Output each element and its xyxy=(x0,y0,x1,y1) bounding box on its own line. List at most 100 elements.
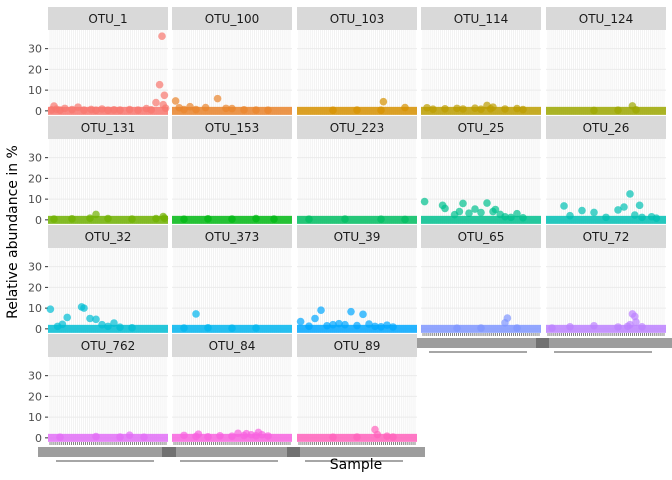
facet-otu-153: OTU_153 xyxy=(172,116,292,224)
data-point xyxy=(335,319,343,328)
data-point xyxy=(228,324,236,333)
panel-background xyxy=(546,139,666,224)
facet-otu-72: OTU_72 xyxy=(536,225,672,353)
data-point xyxy=(264,432,272,440)
data-point xyxy=(465,209,473,218)
facet-otu-84: OTU_84 xyxy=(162,334,300,462)
data-point xyxy=(104,322,112,331)
data-point xyxy=(61,104,69,113)
facet-otu-100: OTU_100 xyxy=(171,7,292,115)
facet-strip xyxy=(172,7,292,30)
data-point xyxy=(590,321,598,330)
data-point xyxy=(213,94,222,103)
facet-strip xyxy=(546,7,666,30)
x-tick-labels-overlapping xyxy=(287,447,425,457)
data-point xyxy=(155,80,164,89)
data-point xyxy=(513,209,521,218)
data-point xyxy=(234,429,242,438)
data-point xyxy=(560,202,568,210)
data-point xyxy=(614,323,622,331)
data-point xyxy=(620,203,628,211)
data-point xyxy=(264,106,272,115)
data-point xyxy=(614,206,622,214)
x-tick-labels-overlapping xyxy=(38,447,176,457)
y-axis-title: Relative abundance in % xyxy=(5,145,21,319)
data-point xyxy=(578,206,586,215)
data-point xyxy=(158,32,166,41)
facet-strip xyxy=(172,334,292,357)
data-point xyxy=(92,106,100,115)
facet-otu-25: OTU_25 xyxy=(420,116,541,224)
data-point xyxy=(228,104,236,113)
data-point xyxy=(353,321,361,330)
data-point xyxy=(92,315,100,324)
data-point xyxy=(134,106,142,114)
data-point xyxy=(186,102,194,111)
data-point xyxy=(180,105,188,114)
data-point xyxy=(116,106,124,114)
data-point xyxy=(329,433,337,442)
data-point xyxy=(383,321,391,329)
data-point xyxy=(252,214,260,223)
data-point xyxy=(353,106,361,114)
data-point xyxy=(92,210,100,219)
panel-background xyxy=(297,139,417,224)
facet-strip xyxy=(48,116,168,139)
facet-strip-label: OTU_84 xyxy=(209,339,256,353)
facet-strip-label: OTU_39 xyxy=(334,230,381,244)
facet-strip xyxy=(297,116,417,139)
data-point xyxy=(180,215,188,224)
facet-otu-131: OTU_131 0 10 20 30 xyxy=(28,116,169,227)
data-point xyxy=(359,310,367,319)
data-point xyxy=(311,314,319,323)
facet-strip xyxy=(48,334,168,357)
y-tick-label: 30 xyxy=(28,152,42,165)
data-point xyxy=(632,318,640,326)
y-tick-label: 20 xyxy=(28,63,42,76)
data-point xyxy=(192,105,200,114)
data-point xyxy=(228,215,236,223)
facet-strip xyxy=(421,225,541,248)
data-point xyxy=(626,320,634,329)
data-point xyxy=(128,215,136,223)
data-point xyxy=(252,324,260,332)
data-point xyxy=(192,310,200,318)
facet-strip-label: OTU_1 xyxy=(88,12,127,26)
baseline-points xyxy=(546,324,666,333)
y-tick-label: 10 xyxy=(28,84,42,97)
data-point xyxy=(632,106,640,114)
data-point xyxy=(68,105,76,114)
panel-background xyxy=(172,248,292,333)
panel-background xyxy=(48,139,168,224)
data-point xyxy=(204,433,212,441)
data-point xyxy=(63,313,71,322)
panel-background xyxy=(546,30,666,115)
data-point xyxy=(519,105,527,114)
facet-otu-124: OTU_124 xyxy=(546,7,666,115)
data-point xyxy=(86,314,94,323)
facet-strip-label: OTU_131 xyxy=(81,121,135,135)
data-point xyxy=(429,105,437,113)
data-point xyxy=(441,104,449,113)
facet-otu-103: OTU_103 xyxy=(297,7,417,115)
data-point xyxy=(507,213,515,222)
data-point xyxy=(204,324,212,332)
data-point xyxy=(228,432,236,440)
data-point xyxy=(270,215,278,223)
y-tick-label: 0 xyxy=(35,214,42,227)
data-point xyxy=(180,431,188,440)
data-point xyxy=(140,433,148,442)
data-point xyxy=(373,430,382,439)
data-point xyxy=(329,320,337,329)
panel-background xyxy=(172,30,292,115)
data-point xyxy=(652,214,661,222)
data-point xyxy=(46,305,55,313)
facet-otu-223: OTU_223 xyxy=(297,116,417,224)
facet-otu-89: OTU_89 xyxy=(287,334,425,462)
data-point xyxy=(377,106,385,115)
data-point xyxy=(501,212,509,221)
data-point xyxy=(477,105,485,113)
facet-strip-label: OTU_103 xyxy=(330,12,384,26)
facet-strip-label: OTU_32 xyxy=(85,230,132,244)
